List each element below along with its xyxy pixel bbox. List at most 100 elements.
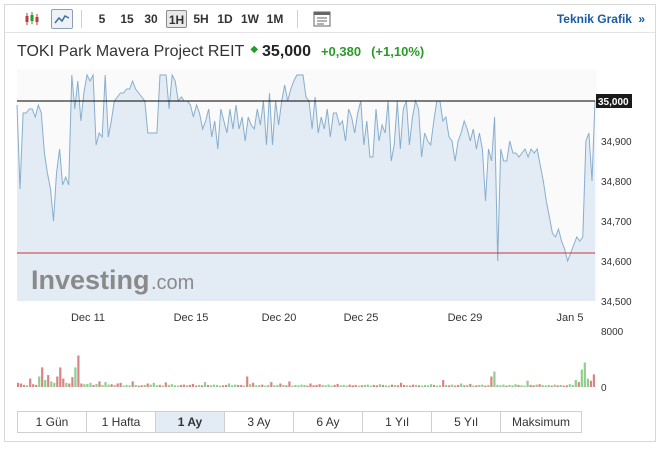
volume-bar [345, 385, 348, 387]
volume-bar [231, 385, 234, 388]
volume-bar [523, 385, 526, 387]
volume-bar [544, 385, 547, 388]
volume-bar [20, 383, 23, 387]
volume-bar [62, 378, 65, 387]
volume-bar [433, 384, 436, 387]
volume-bar [53, 382, 56, 387]
volume-bar [535, 384, 538, 387]
volume-bar [562, 385, 565, 387]
volume-bar [86, 383, 89, 387]
volume-bar [508, 384, 511, 387]
range-max[interactable]: Maksimum [501, 412, 581, 432]
candlestick-icon[interactable] [21, 9, 43, 29]
volume-bar [59, 367, 62, 387]
volume-bar [47, 375, 50, 387]
volume-bar [264, 385, 267, 387]
volume-bar [303, 384, 306, 387]
range-6-months[interactable]: 6 Ay [294, 412, 363, 432]
volume-bar [475, 385, 478, 388]
volume-bar [219, 385, 222, 387]
volume-bar [71, 377, 74, 387]
interval-5h[interactable]: 5H [193, 12, 209, 26]
volume-bar [83, 384, 86, 387]
watermark-suffix: .com [151, 272, 194, 294]
instrument-header: TOKI Park Mavera Project REIT ◆ 35,000 +… [17, 43, 424, 65]
y-tick-label: 34,500 [601, 297, 632, 308]
volume-bar [252, 382, 255, 387]
line-chart-icon[interactable] [51, 9, 73, 29]
range-3-months[interactable]: 3 Ay [225, 412, 294, 432]
price-chart[interactable]: 34,900 34,800 34,700 34,600 34,500 Dec 11 Dec… [5, 5, 657, 405]
volume-bar [258, 384, 261, 387]
volume-bar [553, 384, 556, 387]
volume-bar [315, 384, 318, 387]
range-1-week[interactable]: 1 Hafta [87, 412, 156, 432]
volume-tick-label: 0 [601, 383, 607, 394]
volume-bar [342, 384, 345, 387]
volume-bar [273, 385, 276, 388]
chart-settings-icon[interactable] [311, 9, 333, 29]
volume-bar [167, 384, 170, 387]
price-change-percent: (+1,10%) [371, 44, 425, 59]
volume-bar [122, 385, 125, 387]
volume-bar [44, 380, 47, 387]
volume-bar [164, 382, 167, 387]
interval-30[interactable]: 30 [144, 12, 158, 26]
volume-bar [300, 384, 303, 387]
toolbar-divider [297, 10, 298, 28]
volume-bar [463, 385, 466, 388]
volume-bar [487, 384, 490, 387]
x-tick-label: Jan 5 [557, 312, 584, 324]
volume-bar [68, 383, 71, 387]
volume-bar [348, 384, 351, 387]
volume-bar [427, 385, 430, 388]
volume-bar [568, 384, 571, 387]
y-tick-label: 34,800 [601, 177, 632, 188]
volume-bar [390, 384, 393, 387]
interval-1h[interactable]: 1H [166, 10, 187, 28]
volume-bar [243, 385, 246, 387]
volume-bar [143, 384, 146, 387]
technical-chart-link[interactable]: Teknik Grafik » [557, 12, 645, 26]
volume-bar [152, 382, 155, 387]
toolbar-divider [81, 10, 82, 28]
interval-5[interactable]: 5 [98, 12, 106, 26]
volume-bar [421, 385, 424, 387]
range-1-year[interactable]: 1 Yıl [363, 412, 432, 432]
interval-1m[interactable]: 1M [266, 12, 284, 26]
range-1-day[interactable]: 1 Gün [18, 412, 87, 432]
volume-bar [282, 384, 285, 387]
volume-bar [234, 384, 237, 387]
volume-bar [363, 384, 366, 387]
range-1-month[interactable]: 1 Ay [156, 412, 225, 432]
volume-bar [559, 384, 562, 387]
volume-bar [318, 384, 321, 387]
volume-bar [517, 384, 520, 387]
volume-bar [354, 384, 357, 387]
instrument-name: TOKI Park Mavera Project REIT [17, 43, 245, 60]
volume-bar [146, 383, 149, 387]
volume-bar [95, 383, 98, 387]
volume-bar [206, 384, 210, 387]
volume-bar [188, 384, 191, 387]
volume-bar [255, 385, 258, 388]
interval-1d[interactable]: 1D [217, 12, 233, 26]
volume-bar [306, 385, 309, 387]
y-tick-label: 34,700 [601, 217, 632, 228]
price-line [16, 73, 596, 263]
interval-15[interactable]: 15 [120, 12, 134, 26]
range-5-years[interactable]: 5 Yıl [432, 412, 501, 432]
volume-bar [185, 385, 188, 388]
interval-1w[interactable]: 1W [241, 12, 259, 26]
volume-bar [65, 382, 68, 387]
volume-bar [38, 376, 41, 387]
volume-bar [26, 385, 29, 388]
volume-bar [550, 385, 553, 387]
volume-bar [417, 385, 421, 388]
volume-bar [478, 384, 481, 387]
volume-bar [17, 382, 20, 387]
volume-bar [158, 384, 161, 387]
volume-bar [23, 384, 26, 387]
volume-bar [149, 384, 152, 387]
volume-bar [586, 378, 589, 387]
